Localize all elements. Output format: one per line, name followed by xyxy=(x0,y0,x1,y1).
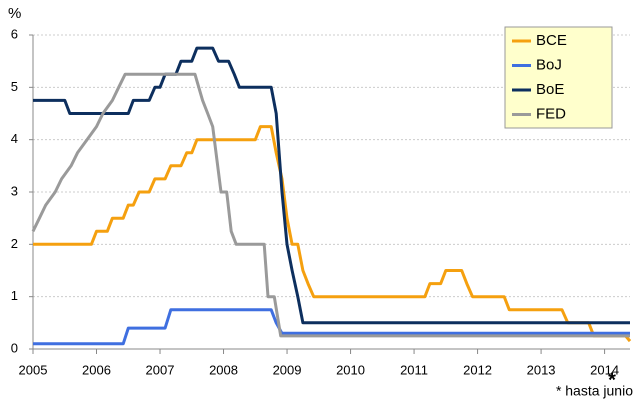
series-line xyxy=(33,125,632,343)
x-tick-label: 2014 xyxy=(590,362,619,377)
x-tick-label: 2011 xyxy=(400,362,428,377)
legend-label: FED xyxy=(536,105,566,122)
x-tick-label: 2008 xyxy=(209,362,238,377)
y-tick-label: 6 xyxy=(11,26,18,41)
legend: BCE BoJ BoE FED xyxy=(504,26,613,129)
y-tick-label: 5 xyxy=(11,79,18,94)
y-tick-label: 3 xyxy=(11,183,18,198)
legend-label: BoJ xyxy=(536,56,562,73)
legend-box xyxy=(504,26,613,129)
x-tick-label: 2010 xyxy=(336,362,365,377)
y-axis-label: % xyxy=(8,5,21,22)
y-tick-label: 1 xyxy=(11,288,18,303)
x-tick-label: 2007 xyxy=(146,362,175,377)
y-tick-label: 0 xyxy=(11,340,18,355)
series-line xyxy=(33,308,630,346)
x-tick-label: 2005 xyxy=(19,362,48,377)
x-tick-label: 2006 xyxy=(82,362,111,377)
x-tick-label: 2009 xyxy=(273,362,302,377)
y-tick-label: 4 xyxy=(11,131,18,146)
tick-note: * xyxy=(608,369,616,391)
series-line xyxy=(33,46,630,325)
y-tick-label: 2 xyxy=(11,236,18,251)
legend-label: BoE xyxy=(536,81,564,98)
x-tick-label: 2012 xyxy=(463,362,492,377)
footnote: * hasta junio xyxy=(556,383,633,399)
x-tick-label: 2013 xyxy=(527,362,556,377)
legend-label: BCE xyxy=(536,32,567,49)
series-line xyxy=(31,72,630,338)
